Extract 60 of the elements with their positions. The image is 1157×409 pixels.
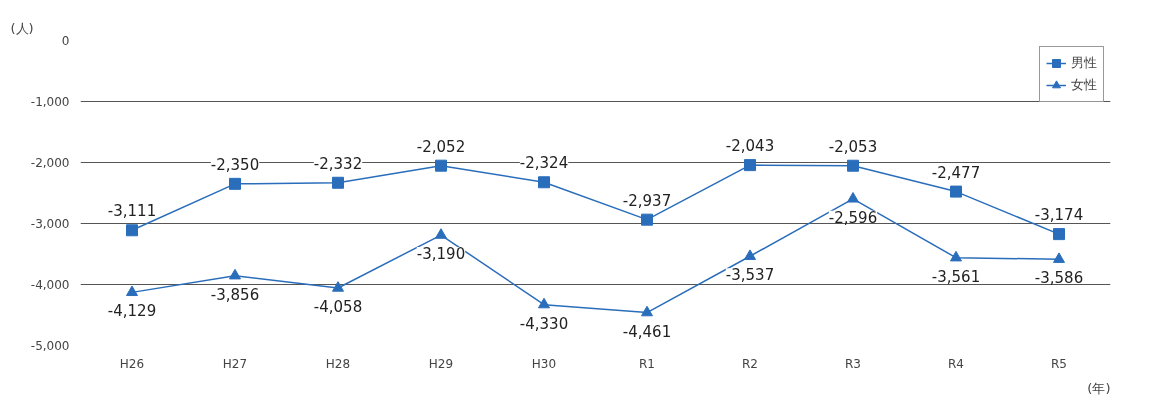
y-tick-label: -4,000: [30, 278, 70, 292]
data-label: -2,053: [828, 137, 878, 156]
point: [126, 285, 138, 297]
data-label: -2,937: [622, 191, 672, 210]
point: [641, 213, 653, 226]
data-label: -3,190: [416, 245, 466, 264]
y-axis-title: (人): [10, 20, 34, 36]
data-label: -3,856: [210, 285, 260, 304]
data-label: -2,324: [519, 154, 569, 173]
x-tick-label: H28: [325, 356, 351, 371]
data-label: -2,052: [416, 137, 466, 156]
x-tick-label: H29: [428, 356, 454, 371]
point: [950, 185, 962, 198]
data-label: -4,330: [519, 314, 569, 333]
x-tick-label: R2: [742, 356, 758, 371]
x-tick-label: R1: [639, 356, 655, 371]
data-label: -3,586: [1034, 269, 1084, 288]
data-label: -2,043: [725, 137, 775, 156]
point: [538, 297, 550, 309]
data-label: -2,332: [313, 154, 363, 173]
data-label: -2,477: [931, 163, 981, 182]
y-tick-label: -2,000: [30, 156, 70, 170]
data-label: -2,596: [828, 208, 878, 227]
point: [435, 228, 447, 239]
point: [847, 192, 859, 203]
data-label: -3,174: [1034, 206, 1084, 225]
x-tick-label: H27: [222, 356, 248, 371]
point: [538, 176, 550, 189]
point: [229, 268, 241, 280]
point: [1053, 252, 1065, 263]
x-axis-title: (年): [1087, 380, 1111, 396]
y-tick-label: 0: [61, 34, 70, 48]
point: [229, 177, 241, 190]
y-tick-label: -1,000: [30, 95, 70, 109]
x-tick-label: R3: [845, 356, 861, 371]
point: [847, 159, 859, 172]
point: [950, 250, 962, 262]
point: [332, 281, 344, 292]
point: [641, 305, 653, 317]
point: [332, 176, 344, 189]
y-tick-label: -3,000: [30, 217, 70, 231]
data-label: -4,058: [313, 298, 363, 317]
data-label: -3,537: [725, 266, 775, 285]
point: [744, 249, 756, 260]
data-label: -4,129: [107, 302, 157, 321]
x-tick-label: R4: [948, 356, 964, 371]
legend-label: 男性: [1071, 54, 1097, 72]
data-label: -3,561: [931, 267, 981, 286]
x-tick-label: H30: [531, 356, 557, 371]
legend-label: 女性: [1071, 76, 1097, 94]
y-tick-label: -5,000: [30, 339, 70, 353]
x-tick-label: H26: [119, 356, 145, 371]
x-tick-label: R5: [1051, 356, 1067, 371]
data-label: -4,461: [622, 322, 672, 341]
data-label: -3,111: [107, 202, 157, 221]
data-label: -2,350: [210, 155, 260, 174]
point: [744, 159, 756, 172]
point: [126, 224, 138, 237]
point: [1053, 228, 1065, 241]
point: [435, 159, 447, 172]
